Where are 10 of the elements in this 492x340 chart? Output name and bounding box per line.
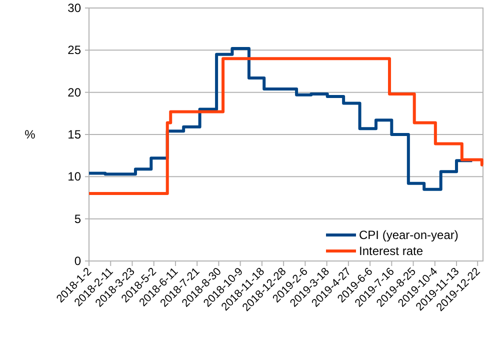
y-tick-label: 5 [74,212,82,226]
y-tick-label: 10 [68,170,82,184]
y-tick-label: 30 [68,1,82,15]
y-tick-label: 0 [74,254,82,268]
y-axis-title: % [24,128,36,142]
legend-label: CPI (year-on-year) [359,228,458,242]
legend-label: Interest rate [359,244,424,258]
y-tick-label: 20 [68,85,82,100]
y-tick-label: 25 [68,43,82,58]
y-tick-label: 15 [68,128,82,142]
